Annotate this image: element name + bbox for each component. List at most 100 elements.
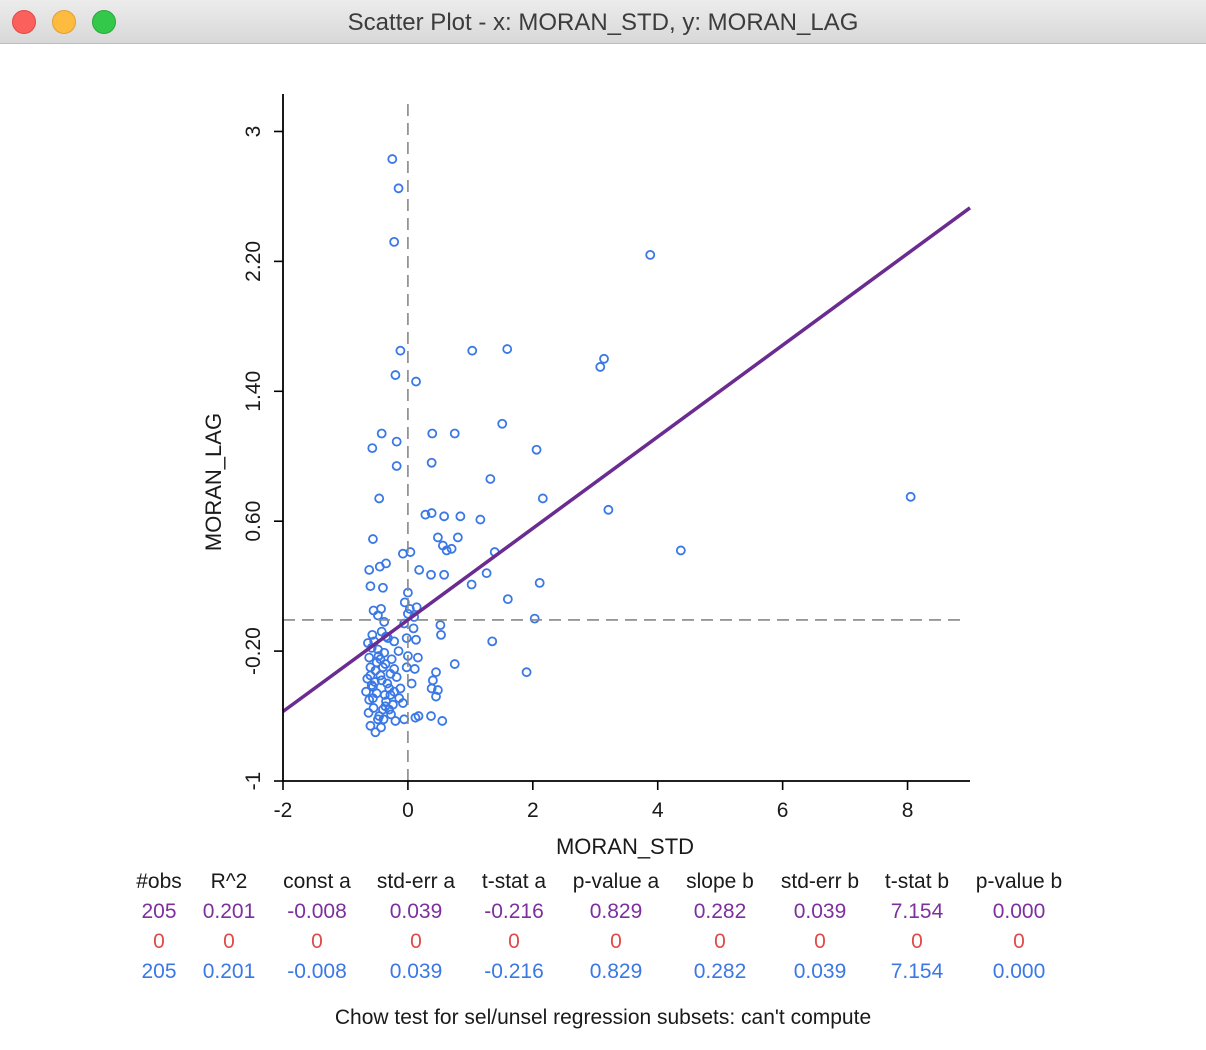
data-point[interactable]: [441, 545, 452, 556]
data-point[interactable]: [446, 543, 457, 554]
data-point[interactable]: [399, 597, 410, 608]
data-point[interactable]: [367, 629, 378, 640]
data-point[interactable]: [378, 582, 388, 593]
data-point[interactable]: [599, 353, 609, 364]
data-point[interactable]: [401, 633, 412, 644]
data-point[interactable]: [531, 444, 542, 455]
data-point[interactable]: [386, 654, 397, 665]
data-point[interactable]: [475, 514, 486, 525]
data-point[interactable]: [529, 613, 540, 624]
data-point[interactable]: [385, 690, 396, 700]
data-point[interactable]: [521, 667, 532, 678]
data-point[interactable]: [390, 716, 401, 726]
data-point[interactable]: [411, 634, 421, 645]
data-point[interactable]: [395, 683, 406, 694]
data-point[interactable]: [379, 690, 390, 700]
data-point[interactable]: [373, 651, 384, 661]
data-point[interactable]: [537, 493, 548, 504]
data-point[interactable]: [427, 428, 438, 439]
data-point[interactable]: [905, 491, 916, 502]
data-point[interactable]: [502, 344, 513, 354]
data-point[interactable]: [409, 664, 420, 674]
data-point[interactable]: [426, 569, 436, 580]
maximize-window-button[interactable]: [92, 10, 116, 34]
data-point[interactable]: [363, 638, 373, 648]
data-point[interactable]: [393, 183, 404, 194]
data-point[interactable]: [367, 443, 378, 454]
data-point[interactable]: [373, 610, 383, 621]
data-point[interactable]: [370, 727, 381, 738]
data-point[interactable]: [386, 709, 396, 720]
data-point[interactable]: [364, 652, 375, 663]
data-point[interactable]: [487, 636, 498, 647]
data-point[interactable]: [378, 662, 388, 673]
data-point[interactable]: [603, 504, 614, 515]
data-point[interactable]: [365, 670, 376, 681]
data-point[interactable]: [399, 714, 410, 725]
data-point[interactable]: [432, 532, 443, 543]
data-point[interactable]: [387, 154, 398, 164]
data-point[interactable]: [408, 623, 419, 634]
data-point[interactable]: [373, 714, 383, 725]
data-point[interactable]: [502, 594, 513, 605]
data-point[interactable]: [374, 493, 385, 504]
data-point[interactable]: [406, 678, 417, 689]
data-point[interactable]: [368, 703, 379, 713]
data-point[interactable]: [389, 236, 400, 247]
data-point[interactable]: [393, 646, 404, 656]
data-point[interactable]: [439, 569, 450, 580]
data-point[interactable]: [368, 534, 378, 544]
data-point[interactable]: [413, 652, 423, 663]
data-point[interactable]: [675, 545, 686, 556]
data-point[interactable]: [361, 686, 371, 697]
data-point[interactable]: [391, 436, 402, 447]
data-point[interactable]: [379, 616, 390, 627]
data-point[interactable]: [426, 508, 437, 518]
data-point[interactable]: [395, 345, 406, 356]
data-point[interactable]: [401, 662, 412, 673]
data-point[interactable]: [427, 675, 438, 686]
data-point[interactable]: [411, 602, 422, 613]
data-point[interactable]: [431, 691, 441, 702]
data-point[interactable]: [382, 678, 393, 689]
data-point[interactable]: [481, 568, 492, 579]
data-point[interactable]: [436, 629, 446, 640]
data-point[interactable]: [371, 657, 382, 668]
data-point[interactable]: [369, 677, 380, 687]
data-point[interactable]: [376, 428, 387, 439]
data-point[interactable]: [452, 532, 463, 543]
data-point[interactable]: [365, 581, 376, 592]
data-point[interactable]: [380, 701, 391, 712]
data-point[interactable]: [431, 667, 441, 678]
data-point[interactable]: [435, 620, 446, 631]
data-point[interactable]: [420, 509, 431, 520]
data-point[interactable]: [389, 664, 400, 674]
data-point[interactable]: [467, 345, 478, 356]
data-point[interactable]: [414, 565, 425, 575]
data-point[interactable]: [485, 474, 496, 484]
data-point[interactable]: [391, 461, 402, 471]
data-point[interactable]: [378, 714, 389, 725]
data-point[interactable]: [374, 561, 385, 572]
data-point[interactable]: [449, 428, 460, 439]
data-point[interactable]: [432, 685, 443, 695]
data-point[interactable]: [398, 698, 408, 708]
data-point[interactable]: [390, 370, 401, 380]
data-point[interactable]: [413, 711, 424, 721]
data-point[interactable]: [363, 707, 374, 718]
data-point[interactable]: [426, 457, 437, 468]
data-point[interactable]: [368, 693, 378, 704]
close-window-button[interactable]: [12, 10, 36, 34]
data-point[interactable]: [426, 711, 436, 721]
data-point[interactable]: [645, 249, 656, 260]
minimize-window-button[interactable]: [52, 10, 76, 34]
data-point[interactable]: [595, 362, 606, 372]
data-point[interactable]: [437, 716, 448, 726]
data-point[interactable]: [368, 681, 378, 692]
data-point[interactable]: [411, 376, 421, 387]
data-point[interactable]: [534, 577, 545, 588]
data-point[interactable]: [449, 659, 460, 669]
data-point[interactable]: [497, 418, 508, 429]
data-point[interactable]: [455, 511, 466, 522]
data-point[interactable]: [376, 626, 387, 637]
